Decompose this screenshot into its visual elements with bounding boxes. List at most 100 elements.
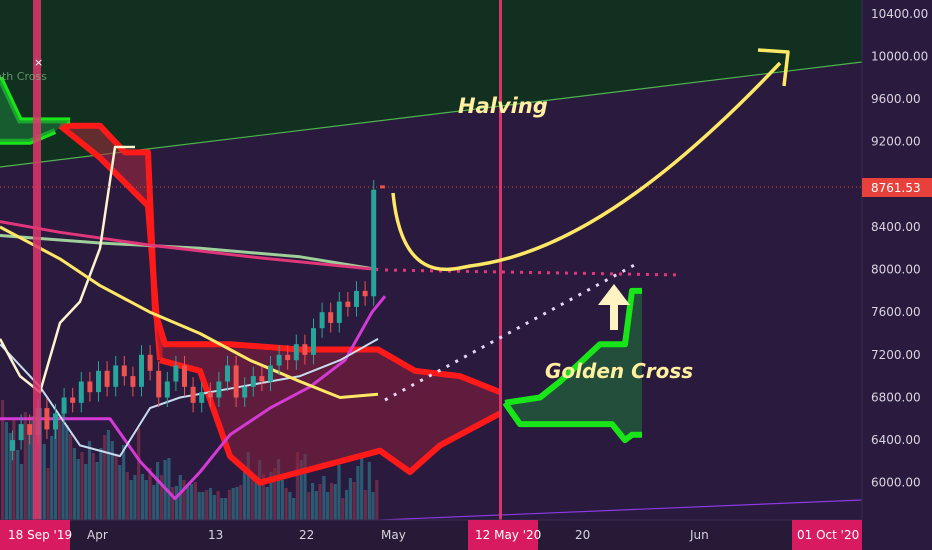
volume-bar [220,498,224,520]
volume-bar [337,465,341,520]
price-tick-label: 8000.00 [871,263,921,277]
price-tick-label: 9200.00 [871,135,921,149]
candle-body [285,354,291,361]
volume-bar [125,472,129,520]
green-span-fill [0,77,70,142]
green-cloud-fill [505,290,642,441]
candle-body [104,370,110,387]
time-axis-background [0,520,862,550]
volume-bar [178,475,182,520]
volume-bar [284,488,288,520]
candle-body [371,189,377,297]
volume-bar [318,484,322,520]
candle-body [182,365,187,387]
candle-body [380,185,385,189]
volume-bar [122,445,126,520]
volume-bar [99,448,103,520]
volume-bar [360,458,364,520]
candle-body [130,376,136,387]
volume-bar [250,475,254,520]
volume-bar [110,441,114,520]
candle-body [87,381,93,393]
candle-body [354,290,359,307]
resistance-projection [384,268,681,277]
volume-bar [254,481,258,520]
price-tick-label: 6000.00 [871,476,921,490]
time-highlight-oct [792,520,862,550]
volume-bar [208,488,213,520]
candle-body [44,408,50,430]
yellow-ma-line [0,225,379,399]
golden-cross-arrow [598,284,630,330]
price-tick-label: 8400.00 [871,220,921,234]
golden-cross-label: Golden Cross [545,359,693,383]
volume-bar [295,452,299,520]
early-red-cloud-bottom [58,123,163,361]
volume-bar [375,480,379,520]
price-axis[interactable]: 10400.0010000.009600.009200.008800.00840… [861,0,928,520]
volume-bar [106,430,110,520]
volume-bar [307,492,311,520]
volume-bar [356,466,360,520]
volume-bar [242,472,247,520]
green-cloud-bottom [502,401,642,444]
candle-body [53,413,58,430]
volume-bar [273,468,277,520]
volume-bar [42,444,46,520]
halving-projection-curve [391,61,782,272]
candle-body [250,376,256,387]
volume-bar [239,485,243,520]
volume-bar [182,480,186,520]
volume-bar [76,459,80,520]
volume-bar [341,498,345,520]
volume-bar [280,480,284,520]
time-highlight-oct-label: 01 Oct '20 [797,528,859,542]
volume-bar [95,462,99,520]
volume-bar [152,485,156,520]
time-highlight-may-label: 12 May '20 [475,528,541,542]
volume-bar [311,483,315,520]
volume-bar [156,462,160,520]
candle-body [156,370,162,398]
volume-bar [258,460,262,520]
volume-bar [137,428,141,520]
candle-body [78,381,84,403]
candle-body [233,365,239,398]
candle-body [61,397,67,414]
volume-bar [57,415,61,520]
candle-body [242,386,248,398]
volume-bar [53,425,58,520]
halving-arrow-head [757,48,790,87]
candle-body [207,392,213,398]
candle-body [216,381,222,398]
volume-bar [72,448,76,520]
volume-bar [269,472,273,520]
volume-bar [246,452,250,520]
candles [10,180,385,461]
volume-bar [329,483,334,520]
candle-body [173,365,179,382]
price-tick-label: 6800.00 [871,391,921,405]
early-red-cloud-fill [60,125,165,361]
volume-bar [8,433,12,520]
volume-bar [31,416,35,520]
lightblue-line [0,338,379,458]
candle-body [362,290,368,297]
volume-bar [12,420,16,520]
volume-bar [167,458,171,520]
time-highlight-sep-label: 18 Sep '19 [8,528,72,542]
time-axis[interactable]: Apr 13 22 May 20 Jun 18 Sep '19 12 May '… [0,519,862,550]
price-tick-label: 10400.00 [871,7,928,21]
channel-bottom-line [379,499,863,521]
candle-body [293,344,299,361]
volume-bar [326,492,330,520]
volume-bar [61,410,65,520]
volume-bar [159,475,163,520]
cream-line [0,145,135,394]
volume-bar [144,480,148,520]
sage-ma-line [0,234,379,272]
volume-bar [4,422,8,520]
price-tick-label: 7200.00 [871,348,921,362]
death-cross-label: Death Cross [0,70,47,83]
